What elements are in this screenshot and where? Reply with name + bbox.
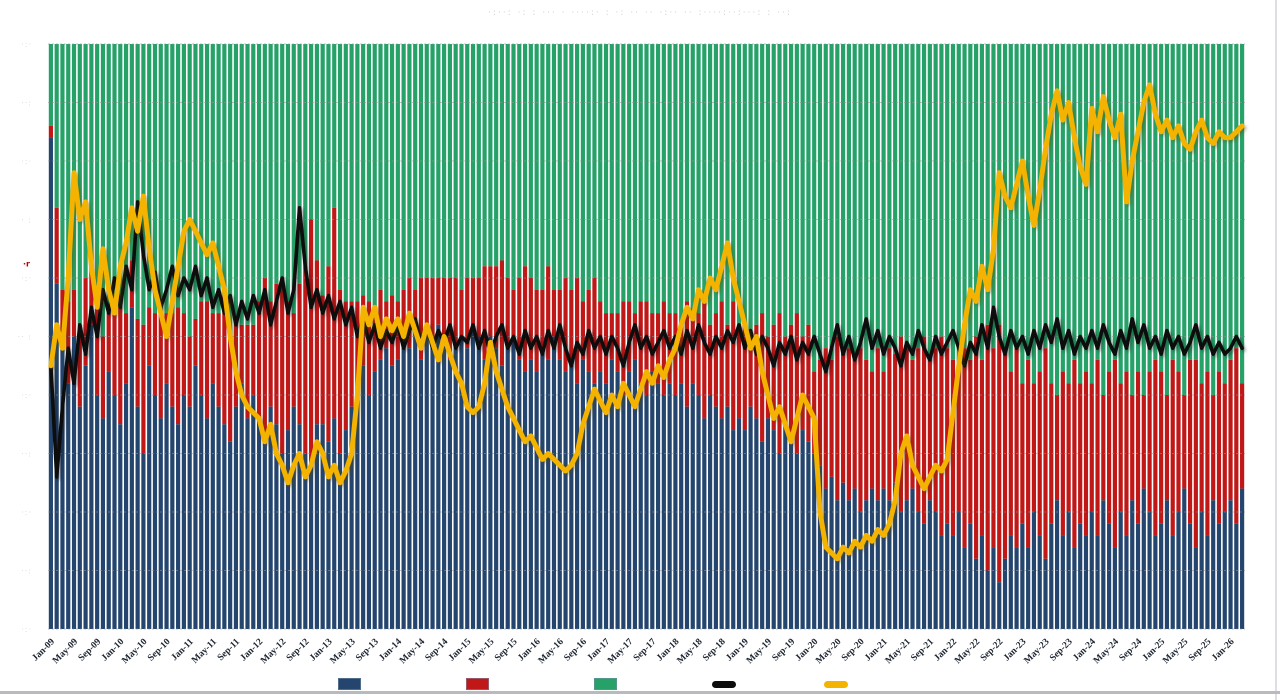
right-edge-line <box>1275 0 1277 700</box>
svg-text:May-15: May-15 <box>467 637 496 666</box>
x-axis-labels: Jan-09May-09Sep-09Jan-10May-10Sep-10Jan-… <box>31 637 1237 666</box>
legend-item-green-bars[interactable] <box>594 676 683 692</box>
svg-text:·:·: ·:· <box>21 40 32 49</box>
black-line-swatch <box>712 680 736 688</box>
gold-line-swatch <box>824 680 848 688</box>
svg-text:Sep-13: Sep-13 <box>354 637 381 664</box>
svg-text:·:·: ·:· <box>21 157 32 166</box>
svg-text:May-12: May-12 <box>259 637 288 666</box>
svg-text:Sep-22: Sep-22 <box>979 637 1006 664</box>
svg-text:Sep-10: Sep-10 <box>146 637 173 664</box>
svg-text:May-11: May-11 <box>190 637 219 666</box>
svg-text:Sep-24: Sep-24 <box>1118 637 1145 664</box>
svg-text:Jan-26: Jan-26 <box>1210 637 1237 664</box>
svg-text:May-10: May-10 <box>120 637 149 666</box>
svg-text:Sep-11: Sep-11 <box>216 637 242 663</box>
svg-text:·:·: ·:· <box>21 625 32 634</box>
navy-bar-swatch <box>338 678 361 690</box>
y-axis-labels: ·:· ··: ·:· · : ·:· ·· : ·:· ··: ·:· ··: ·:· ·r <box>18 40 32 634</box>
svg-text:May-17: May-17 <box>606 637 635 666</box>
legend-item-navy-bars[interactable] <box>338 676 427 692</box>
svg-text:May-24: May-24 <box>1092 637 1121 666</box>
svg-text:May-23: May-23 <box>1023 637 1052 666</box>
svg-text:May-19: May-19 <box>745 637 774 666</box>
svg-text:May-14: May-14 <box>398 637 427 666</box>
svg-text:Sep-15: Sep-15 <box>493 637 520 664</box>
bars-group <box>48 44 1245 629</box>
plot-area[interactable]: ·:· ··: ·:· · : ·:· ·· : ·:· ··: ·:· ··: ·:· ·r Jan… <box>0 0 1280 676</box>
svg-text:Sep-17: Sep-17 <box>632 637 659 664</box>
svg-text:May-18: May-18 <box>676 637 705 666</box>
svg-text:Sep-18: Sep-18 <box>701 637 728 664</box>
svg-text:Sep-12: Sep-12 <box>285 637 312 664</box>
svg-text:May-13: May-13 <box>329 637 358 666</box>
svg-text:Sep-09: Sep-09 <box>77 637 104 664</box>
svg-text:Sep-16: Sep-16 <box>563 637 590 664</box>
svg-text:·· :: ·· : <box>18 333 32 342</box>
svg-text:May-21: May-21 <box>884 637 913 666</box>
svg-text:May-09: May-09 <box>51 637 80 666</box>
svg-text:··:: ··: <box>21 567 32 576</box>
chart-legend <box>0 676 1280 694</box>
legend-item-black-line[interactable] <box>712 676 802 692</box>
svg-text:Sep-20: Sep-20 <box>840 637 867 664</box>
svg-text:·:·: ·:· <box>21 274 32 283</box>
gold-line <box>48 82 1245 562</box>
svg-text:May-25: May-25 <box>1161 637 1190 666</box>
svg-text:··:: ··: <box>21 99 32 108</box>
svg-text:May-22: May-22 <box>953 637 982 666</box>
legend-item-gold-line[interactable] <box>824 676 914 692</box>
svg-text:Sep-23: Sep-23 <box>1048 637 1075 664</box>
red-bar-swatch <box>466 678 489 690</box>
svg-text:Sep-14: Sep-14 <box>424 637 451 664</box>
legend-item-red-bars[interactable] <box>466 676 555 692</box>
svg-text:·:·: ·:· <box>21 391 32 400</box>
svg-text:·r: ·r <box>23 259 30 268</box>
svg-text:May-20: May-20 <box>814 637 843 666</box>
green-bar-swatch <box>594 678 617 690</box>
svg-text:·:·: ·:· <box>21 508 32 517</box>
svg-text:May-16: May-16 <box>537 637 566 666</box>
svg-text:Sep-19: Sep-19 <box>771 637 798 664</box>
svg-text:Sep-21: Sep-21 <box>909 637 936 664</box>
overlay-lines-group <box>48 82 1245 562</box>
chart-title: ·:··: ·: : ··· · ····:· : ·: ·· ·· ·:·· … <box>488 8 792 18</box>
svg-text:··:: ··: <box>21 450 32 459</box>
black-line <box>49 200 1244 479</box>
svg-text:Sep-25: Sep-25 <box>1187 637 1214 664</box>
bottom-divider <box>0 691 1280 694</box>
svg-text:· :: · : <box>21 216 32 225</box>
